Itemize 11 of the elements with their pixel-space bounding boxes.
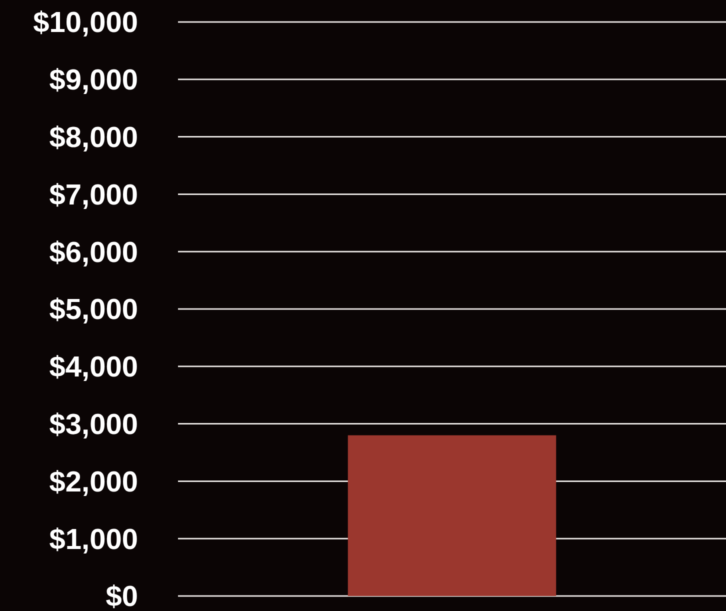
- y-tick-label: $0: [106, 581, 138, 611]
- y-tick-label: $3,000: [49, 408, 138, 441]
- y-tick-label: $10,000: [33, 7, 138, 40]
- y-tick-label: $7,000: [49, 179, 138, 212]
- y-tick-label: $8,000: [49, 122, 138, 154]
- y-tick-label: $5,000: [49, 294, 138, 326]
- y-tick-label: $2,000: [49, 466, 138, 498]
- y-tick-label: $1,000: [49, 524, 138, 556]
- y-tick-label: $4,000: [49, 352, 138, 384]
- y-tick-label: $6,000: [49, 236, 138, 269]
- y-tick-label: $9,000: [49, 64, 138, 97]
